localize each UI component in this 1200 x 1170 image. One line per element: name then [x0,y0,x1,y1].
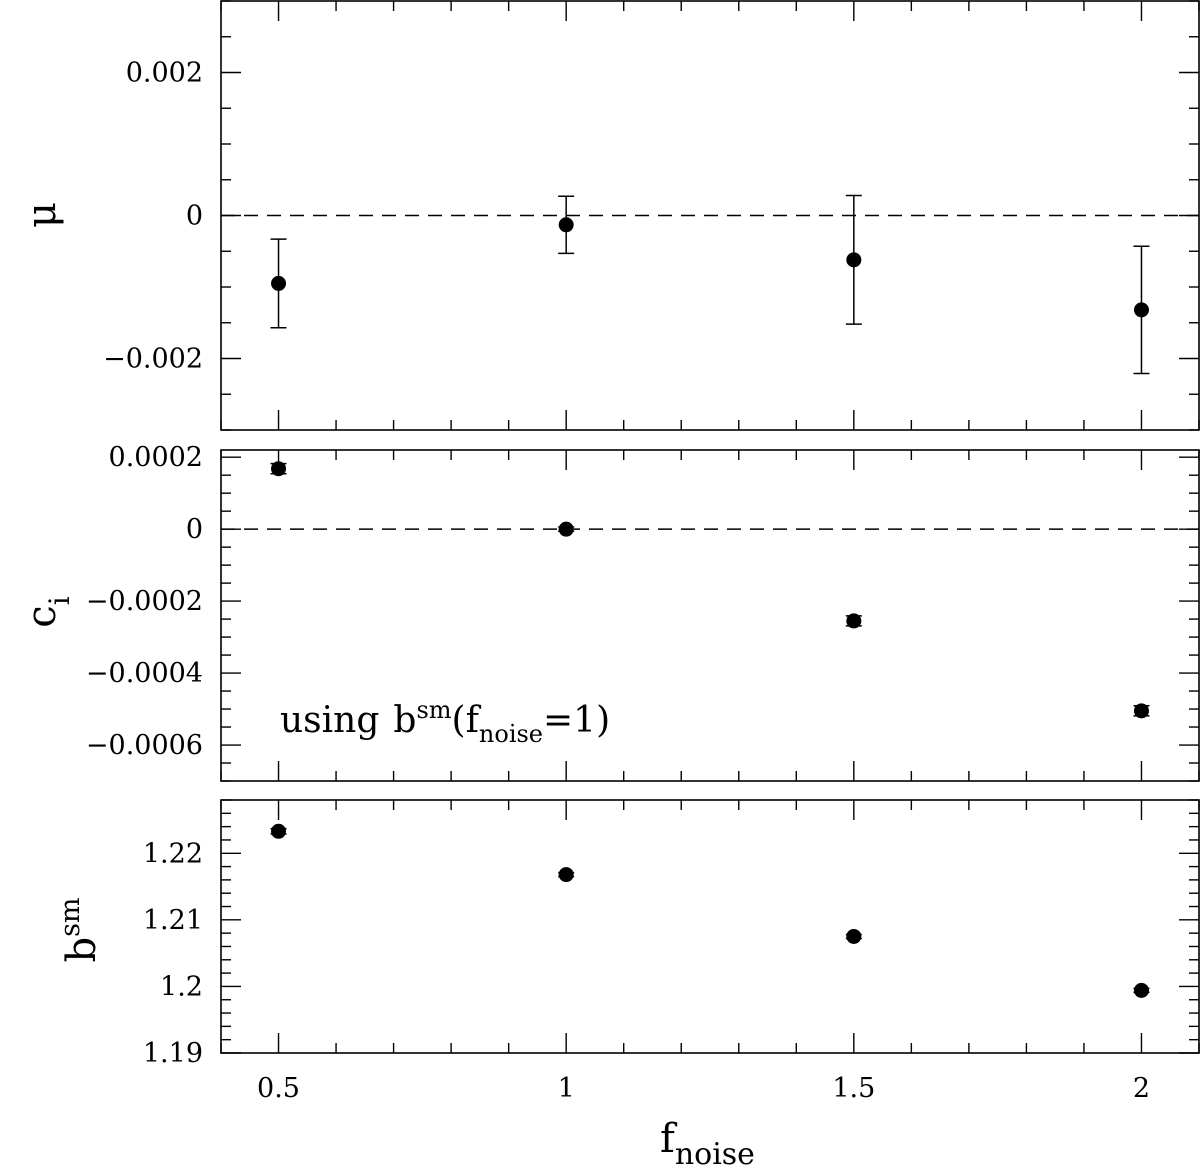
panel-ci: −0.0006 −0.0004 −0.0002 0 0.0002 [86,442,1200,782]
data-point [846,252,862,268]
x-tick-label: 1.5 [832,1073,875,1104]
x-tick-label: 1 [558,1073,575,1104]
y-tick-label: 0 [186,514,203,545]
y-tick-label: 0.0002 [109,442,203,473]
data-point [271,461,287,477]
y-tick-label: 0.002 [126,58,203,89]
panel-bsm: 1.19 1.2 1.21 1.22 0.5 1 1.5 2 [143,799,1200,1104]
panel-mu: −0.002 0 0.002 [103,0,1200,431]
panel-bsm-ylabel: bsm [55,897,105,962]
y-tick-label: −0.002 [103,344,203,375]
y-tick-label: −0.0004 [86,658,203,689]
data-point [846,928,862,944]
y-tick-label: 1.21 [143,905,203,936]
data-point [558,217,574,233]
x-axis-title: fnoise [660,1116,755,1170]
y-tick-label: 1.22 [143,838,203,869]
y-tick-label: 0 [186,201,203,232]
data-point [1133,703,1149,719]
data-point [1133,982,1149,998]
y-tick-label: −0.0002 [86,586,203,617]
x-tick-label: 0.5 [257,1073,300,1104]
panel-frame [220,449,1200,782]
y-tick-label: −0.0006 [86,730,203,761]
data-point [558,867,574,883]
y-tick-label: 1.2 [160,971,203,1002]
data-point [271,275,287,291]
panel-mu-ylabel: μ [19,202,65,228]
data-point [846,613,862,629]
panel-ci-annotation: using bsm(fnoise=1) [280,696,610,748]
panel-ci-ylabel: ci [19,596,76,627]
data-point [1133,302,1149,318]
x-tick-label: 2 [1133,1073,1150,1104]
panel-frame [220,799,1200,1054]
data-point [558,521,574,537]
data-point [271,823,287,839]
y-tick-label: 1.19 [143,1038,203,1069]
